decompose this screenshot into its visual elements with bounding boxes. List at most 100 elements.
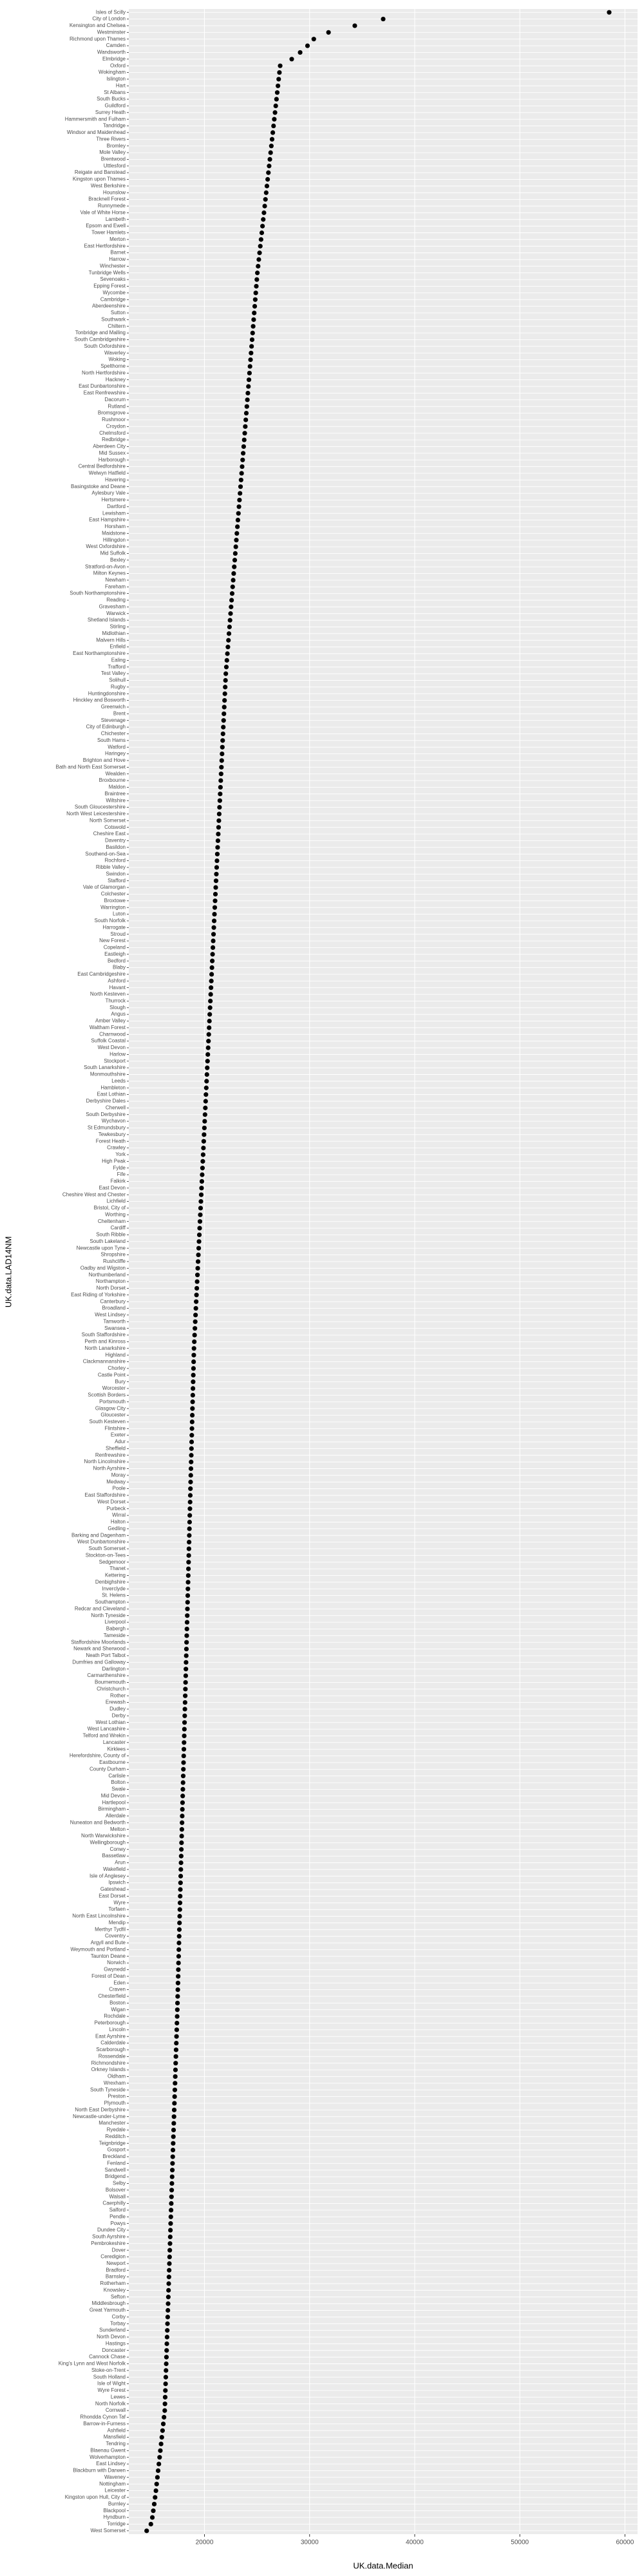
- dot: [239, 471, 244, 476]
- y-tick-label: Exeter: [111, 1432, 126, 1438]
- y-tick-label: Salford: [109, 2207, 126, 2213]
- dot: [204, 1072, 209, 1077]
- dot: [253, 290, 258, 296]
- y-tick-label: Kirklees: [108, 1746, 126, 1752]
- y-tick-label: Forest Heath: [96, 1138, 126, 1144]
- dot: [234, 531, 240, 536]
- y-tick-label: Wolverhampton: [90, 2454, 126, 2460]
- dot: [196, 1245, 202, 1251]
- y-tick-label: East Lindsey: [96, 2461, 126, 2467]
- y-tick-label: Tamworth: [103, 1318, 126, 1324]
- y-tick-label: St. Helens: [102, 1593, 126, 1598]
- dot: [202, 1132, 207, 1137]
- y-tick-label: Vale of White Horse: [80, 209, 126, 215]
- y-tick-label: Three Rivers: [96, 136, 126, 142]
- dot: [204, 1092, 209, 1097]
- y-tick-label: Chiltern: [108, 323, 126, 329]
- dot: [190, 1406, 195, 1411]
- dot: [203, 1099, 208, 1104]
- y-tick-label: Carlisle: [108, 1773, 126, 1779]
- dot: [266, 170, 271, 175]
- dot: [195, 1265, 200, 1271]
- y-tick-label: Monmouthshire: [90, 1072, 126, 1077]
- dot: [381, 16, 386, 22]
- y-tick-label: Herefordshire, County of: [70, 1753, 126, 1759]
- y-tick-label: South Bucks: [97, 96, 126, 102]
- y-tick-label: Northampton: [96, 1278, 126, 1284]
- y-tick-label: Hartlepool: [102, 1799, 126, 1805]
- y-tick-label: Suffolk Coastal: [91, 1038, 126, 1044]
- y-tick-label: Basildon: [106, 844, 126, 850]
- y-tick-label: South Somerset: [89, 1546, 126, 1551]
- y-tick-label: Arun: [115, 1860, 126, 1866]
- y-tick-label: Tonbridge and Malling: [75, 330, 126, 336]
- y-tick-label: North Lanarkshire: [84, 1345, 126, 1351]
- dot: [243, 417, 249, 422]
- dot: [263, 197, 268, 202]
- dot: [164, 2341, 169, 2346]
- dot: [166, 2275, 171, 2280]
- dot: [182, 1700, 187, 1705]
- dot: [173, 2054, 178, 2059]
- dot: [265, 176, 270, 182]
- y-tick-label: Bournemouth: [95, 1680, 126, 1685]
- dot: [235, 524, 240, 529]
- dot: [172, 2101, 177, 2106]
- dot: [276, 77, 281, 82]
- dot: [180, 1814, 185, 1819]
- y-tick-label: Preston: [108, 2094, 126, 2099]
- dot: [227, 624, 232, 630]
- y-tick-label: Windsor and Maidenhead: [67, 129, 126, 135]
- dot: [164, 2334, 170, 2340]
- y-tick-label: Sunderland: [99, 2327, 126, 2333]
- y-tick-label: East Hampshire: [89, 517, 126, 523]
- y-tick-label: Horsham: [105, 524, 126, 529]
- y-tick-label: Weymouth and Portland: [70, 1946, 126, 1952]
- dot: [166, 2281, 171, 2286]
- dot: [180, 1774, 186, 1779]
- dot: [191, 1386, 196, 1391]
- dot: [170, 2154, 175, 2159]
- dot: [243, 424, 248, 429]
- y-tick-label: Moray: [111, 1472, 126, 1478]
- y-tick-label: Hillingdon: [103, 537, 126, 543]
- dot: [185, 1586, 191, 1591]
- dot: [191, 1366, 196, 1371]
- dot: [226, 638, 231, 643]
- dot: [153, 2495, 158, 2500]
- dot: [175, 1994, 180, 1999]
- y-tick-label: Burnley: [108, 2501, 126, 2506]
- y-tick-label: Richmond upon Thames: [70, 36, 126, 42]
- y-tick-label: Lincoln: [109, 2027, 126, 2032]
- y-tick-label: Bury: [115, 1379, 126, 1385]
- y-tick-label: Ealing: [111, 657, 126, 663]
- y-tick-label: Southwark: [101, 316, 126, 322]
- dot: [264, 184, 270, 189]
- y-tick-label: Isle of Anglesey: [90, 1873, 126, 1879]
- dot: [250, 330, 255, 336]
- y-tick-label: South Lanarkshire: [84, 1065, 126, 1070]
- y-tick-label: South Lakeland: [90, 1238, 126, 1244]
- dot: [240, 464, 245, 469]
- y-tick-label: Poole: [113, 1486, 126, 1492]
- dot: [271, 123, 276, 129]
- y-tick-label: Havering: [105, 477, 126, 482]
- dot: [172, 2094, 177, 2099]
- dot: [179, 1833, 184, 1839]
- y-tick-label: Eastleigh: [104, 951, 126, 957]
- dot: [229, 604, 234, 609]
- dot: [156, 2461, 162, 2467]
- y-tick-label: Barrow-in-Furness: [83, 2421, 126, 2427]
- dot: [245, 397, 250, 402]
- dot: [200, 1166, 205, 1171]
- dot: [183, 1693, 188, 1698]
- dot: [198, 1192, 204, 1197]
- y-tick-label: County Durham: [90, 1766, 126, 1772]
- y-tick-label: Epsom and Ewell: [86, 223, 126, 229]
- y-tick-label: Maidstone: [102, 530, 126, 536]
- y-tick-label: Mid Sussex: [99, 450, 126, 456]
- y-tick-label: Ryedale: [107, 2127, 126, 2133]
- y-tick-label: Swansea: [104, 1325, 126, 1331]
- dot: [188, 1479, 193, 1484]
- y-tick-label: Fife: [117, 1171, 126, 1177]
